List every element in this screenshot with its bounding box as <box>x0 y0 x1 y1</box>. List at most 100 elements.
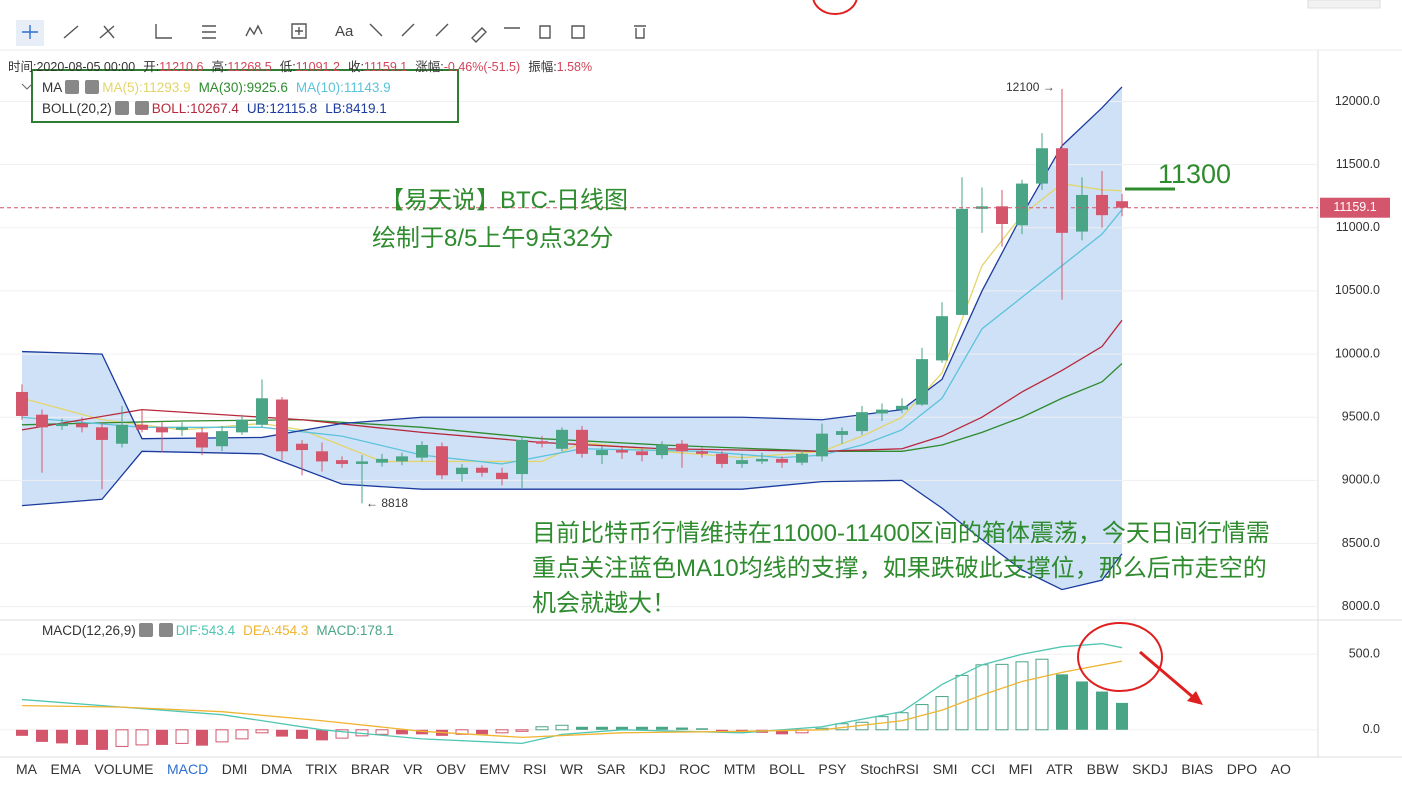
settings-icon[interactable] <box>65 80 80 94</box>
indicator-tab[interactable]: ATR <box>1046 761 1074 777</box>
high-label: 12100 → <box>1006 80 1055 94</box>
macd-bar <box>515 729 529 732</box>
legend-row: MA MA(5):11293.9 MA(30):9925.6 MA(10):11143… <box>42 77 399 98</box>
indicator-tab[interactable]: BBW <box>1086 761 1119 777</box>
indicator-tab[interactable]: SKDJ <box>1132 761 1168 777</box>
legend-entry: BOLL:10267.4 <box>151 101 239 116</box>
annotation-subtitle: 绘制于8/5上午9点32分 <box>372 225 614 252</box>
annotation-note: 目前比特币行情维持在11000-11400区间的箱体震荡，今天日间行情需 重点关… <box>532 516 1270 621</box>
band-fill <box>22 86 1122 590</box>
indicator-tab[interactable]: MTM <box>723 761 756 777</box>
note-line: 机会就越大！ <box>532 590 676 617</box>
legend-row: BOLL(20,2) BOLL:10267.4 UB:12115.8 LB:8419.… <box>42 98 399 119</box>
macd-bar <box>576 726 588 730</box>
legend-entry: MACD:178.1 <box>316 623 394 638</box>
close-icon[interactable] <box>134 101 149 115</box>
candle-body <box>176 427 188 430</box>
indicator-name: MA <box>42 80 63 95</box>
arrow <box>1139 650 1195 700</box>
candle-body <box>896 405 908 410</box>
candle-body <box>16 391 28 416</box>
macd-bar <box>995 663 1009 731</box>
macd-bar <box>76 729 88 745</box>
info-value: 2020-08-05 00:00 <box>36 60 136 74</box>
indicator-tab[interactable]: VR <box>403 761 423 777</box>
macd-bar <box>555 724 569 731</box>
macd-bar <box>416 729 428 735</box>
legend-entry: LB:8419.1 <box>325 101 387 116</box>
macd-bar <box>115 729 129 747</box>
y-tick-label: 10500.0 <box>1335 283 1380 297</box>
info-value: -0.46%(-51.5) <box>443 60 521 74</box>
close-icon[interactable] <box>158 623 173 637</box>
indicator-tab[interactable]: SMI <box>932 761 958 777</box>
indicator-tab[interactable]: OBV <box>436 761 466 777</box>
indicator-tab[interactable]: EMV <box>479 761 510 777</box>
info-label: 振幅: <box>528 60 557 74</box>
main-panel: 8000.0 8500.0 9000.0 9500.0 10000.0 10500.0 11… <box>0 86 1390 613</box>
indicator-tab[interactable]: DMA <box>260 761 292 777</box>
indicator-tab[interactable]: MACD <box>166 761 209 777</box>
candle-body <box>376 458 388 463</box>
candle-body <box>816 433 828 457</box>
indicator-tab[interactable]: AO <box>1270 761 1291 777</box>
info-value: 1.58% <box>556 60 593 74</box>
toolbar-text[interactable]: Aa <box>335 23 354 40</box>
indicator-tab[interactable]: TRIX <box>305 761 338 777</box>
macd-line <box>21 660 1123 739</box>
candle-body <box>136 424 148 430</box>
candle-body <box>736 460 748 464</box>
legend-entry: MA(10):11143.9 <box>295 80 391 95</box>
legend-entry: MA(30):9925.6 <box>198 80 288 95</box>
candle-body <box>516 439 528 475</box>
indicator-tab[interactable]: BRAR <box>350 761 390 777</box>
macd-bar <box>196 729 208 746</box>
settings-icon[interactable] <box>114 101 129 115</box>
y-tick-label: 11000.0 <box>1336 220 1380 234</box>
indicator-name: MACD(12,26,9) <box>42 623 136 638</box>
candle-body <box>76 423 88 428</box>
candle-body <box>876 409 888 414</box>
collapse-icon[interactable] <box>21 83 33 90</box>
candle-body <box>916 359 928 405</box>
indicator-tab[interactable]: PSY <box>818 761 847 777</box>
indicator-tab[interactable]: BOLL <box>769 761 805 777</box>
candle-body <box>336 460 348 464</box>
indicator-tab[interactable]: DPO <box>1226 761 1258 777</box>
indicator-tab[interactable]: SAR <box>596 761 626 777</box>
indicator-tab[interactable]: CCI <box>970 761 996 777</box>
candle-body <box>1096 194 1108 216</box>
close-icon[interactable] <box>85 80 100 94</box>
indicator-tab[interactable]: EMA <box>50 761 81 777</box>
legend-entry: DEA:454.3 <box>243 623 309 638</box>
toolbar-button[interactable] <box>1307 0 1381 9</box>
settings-icon[interactable] <box>138 623 153 637</box>
arrow-head <box>1187 691 1203 705</box>
indicator-tab[interactable]: DMI <box>221 761 248 777</box>
candle-body <box>716 453 728 464</box>
candle-body <box>256 398 268 425</box>
indicator-tab[interactable]: BIAS <box>1181 761 1214 777</box>
indicator-tab[interactable]: ROC <box>679 761 711 777</box>
indicator-tab[interactable]: MFI <box>1008 761 1033 777</box>
indicator-tab[interactable]: VOLUME <box>94 761 154 777</box>
info-value: 11210.6 <box>159 60 204 74</box>
candle-body <box>756 458 768 462</box>
candle-body <box>416 444 428 458</box>
indicator-tab[interactable]: KDJ <box>639 761 666 777</box>
indicator-tab[interactable]: RSI <box>523 761 547 777</box>
indicator-tab[interactable]: WR <box>560 761 584 777</box>
y-tick-label: 0.0 <box>1363 722 1380 736</box>
candle-body <box>696 451 708 454</box>
candle-body <box>56 423 68 427</box>
macd-panel: 0.0 500.0 <box>0 643 1380 750</box>
candle-body <box>216 431 228 447</box>
macd-bar <box>175 729 189 744</box>
highlight-circle <box>812 0 858 15</box>
macd-bar <box>296 729 308 739</box>
indicator-line <box>21 319 1123 452</box>
indicator-tab[interactable]: StochRSI <box>859 761 920 777</box>
macd-bar <box>276 729 288 737</box>
indicator-tab[interactable]: MA <box>16 761 37 777</box>
